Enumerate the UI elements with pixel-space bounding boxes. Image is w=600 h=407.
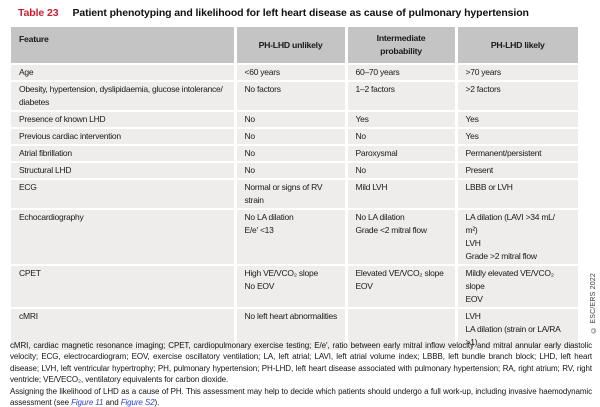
cell-unlikely: No LA dilation E/e′ <13 bbox=[233, 208, 346, 265]
cell-intermediate: No LA dilation Grade <2 mitral flow bbox=[344, 208, 456, 265]
table-row: Presence of known LHD No Yes Yes bbox=[11, 110, 578, 128]
table-row: ECG Normal or signs of RV strain Mild LV… bbox=[11, 178, 578, 209]
cell-unlikely: High VE/VCO₂ slope No EOV bbox=[233, 264, 346, 308]
cell-feature: Previous cardiac intervention bbox=[11, 127, 235, 145]
and-text: and bbox=[103, 398, 121, 407]
cell-likely: LA dilation (LAVI >34 mL/ m²) LVH Grade … bbox=[454, 208, 578, 265]
cell-unlikely: No bbox=[233, 127, 346, 145]
copyright-vertical-text: © ESC/ERS 2022 bbox=[590, 273, 597, 333]
table-number-label: Table 23 bbox=[18, 7, 59, 19]
cell-feature: Echocardiography bbox=[11, 208, 235, 265]
cell-likely: Permanent/persistent bbox=[454, 144, 578, 162]
cell-feature: CPET bbox=[11, 264, 235, 308]
footnotes: cMRI, cardiac magnetic resonance imaging… bbox=[10, 340, 592, 407]
cell-likely: Present bbox=[454, 161, 578, 179]
cell-unlikely: No factors bbox=[233, 80, 346, 111]
assessment-note: Assigning the likelihood of LHD as a cau… bbox=[10, 386, 592, 407]
cell-intermediate: No bbox=[344, 127, 456, 145]
cell-unlikely: <60 years bbox=[233, 64, 346, 81]
cell-feature: cMRI bbox=[11, 307, 235, 350]
cell-intermediate: Mild LVH bbox=[344, 178, 456, 209]
cell-feature: Atrial fibrillation bbox=[11, 144, 235, 162]
cell-unlikely: No bbox=[233, 110, 346, 128]
figure-11-link[interactable]: Figure 11 bbox=[71, 398, 104, 407]
cell-unlikely: Normal or signs of RV strain bbox=[233, 178, 346, 209]
cell-intermediate: 60–70 years bbox=[344, 64, 456, 81]
column-header-unlikely: PH-LHD unlikely bbox=[233, 27, 346, 65]
cell-unlikely: No bbox=[233, 161, 346, 179]
cell-likely: LVH LA dilation (strain or LA/RA >1) bbox=[454, 307, 578, 350]
table-row: Previous cardiac intervention No No Yes bbox=[11, 127, 578, 145]
cell-feature: ECG bbox=[11, 178, 235, 209]
figure-s2-link[interactable]: Figure S2 bbox=[120, 398, 155, 407]
header-row: Feature PH-LHD unlikely Intermediate pro… bbox=[11, 27, 578, 65]
cell-unlikely: No left heart abnormalities bbox=[233, 307, 346, 350]
cell-intermediate: Elevated VE/VCO₂ slope EOV bbox=[344, 264, 456, 308]
abbreviations-note: cMRI, cardiac magnetic resonance imaging… bbox=[10, 341, 592, 385]
phenotyping-table: Feature PH-LHD unlikely Intermediate pro… bbox=[11, 27, 578, 350]
table-row: CPET High VE/VCO₂ slope No EOV Elevated … bbox=[11, 264, 578, 308]
cell-likely: >70 years bbox=[454, 64, 578, 81]
table-title: Table 23 Patient phenotyping and likeliho… bbox=[18, 7, 592, 19]
table-row: Atrial fibrillation No Paroxysmal Perman… bbox=[11, 144, 578, 162]
cell-likely: >2 factors bbox=[454, 80, 578, 111]
cell-intermediate bbox=[344, 307, 456, 350]
table-row: Age <60 years 60–70 years >70 years bbox=[11, 64, 578, 81]
cell-feature: Age bbox=[11, 64, 235, 81]
column-header-likely: PH-LHD likely bbox=[454, 27, 578, 65]
cell-intermediate: No bbox=[344, 161, 456, 179]
cell-intermediate: 1–2 factors bbox=[344, 80, 456, 111]
table-row: cMRI No left heart abnormalities LVH LA … bbox=[11, 307, 578, 350]
closing-text: ). bbox=[154, 398, 160, 407]
cell-likely: Mildly elevated VE/VCO₂ slope EOV bbox=[454, 264, 578, 308]
column-header-intermediate: Intermediate probability bbox=[344, 27, 456, 65]
cell-intermediate: Yes bbox=[344, 110, 456, 128]
cell-likely: LBBB or LVH bbox=[454, 178, 578, 209]
assessment-text: Assigning the likelihood of LHD as a cau… bbox=[10, 386, 592, 407]
cell-intermediate: Paroxysmal bbox=[344, 144, 456, 162]
cell-feature: Obesity, hypertension, dyslipidaemia, gl… bbox=[11, 80, 235, 111]
column-header-feature: Feature bbox=[11, 27, 235, 65]
cell-unlikely: No bbox=[233, 144, 346, 162]
cell-likely: Yes bbox=[454, 110, 578, 128]
table-row: Obesity, hypertension, dyslipidaemia, gl… bbox=[11, 80, 578, 111]
page-title: Patient phenotyping and likelihood for l… bbox=[72, 7, 529, 19]
cell-likely: Yes bbox=[454, 127, 578, 145]
table-row: Structural LHD No No Present bbox=[11, 161, 578, 179]
cell-feature: Structural LHD bbox=[11, 161, 235, 179]
table-row: Echocardiography No LA dilation E/e′ <13… bbox=[11, 208, 578, 265]
cell-feature: Presence of known LHD bbox=[11, 110, 235, 128]
